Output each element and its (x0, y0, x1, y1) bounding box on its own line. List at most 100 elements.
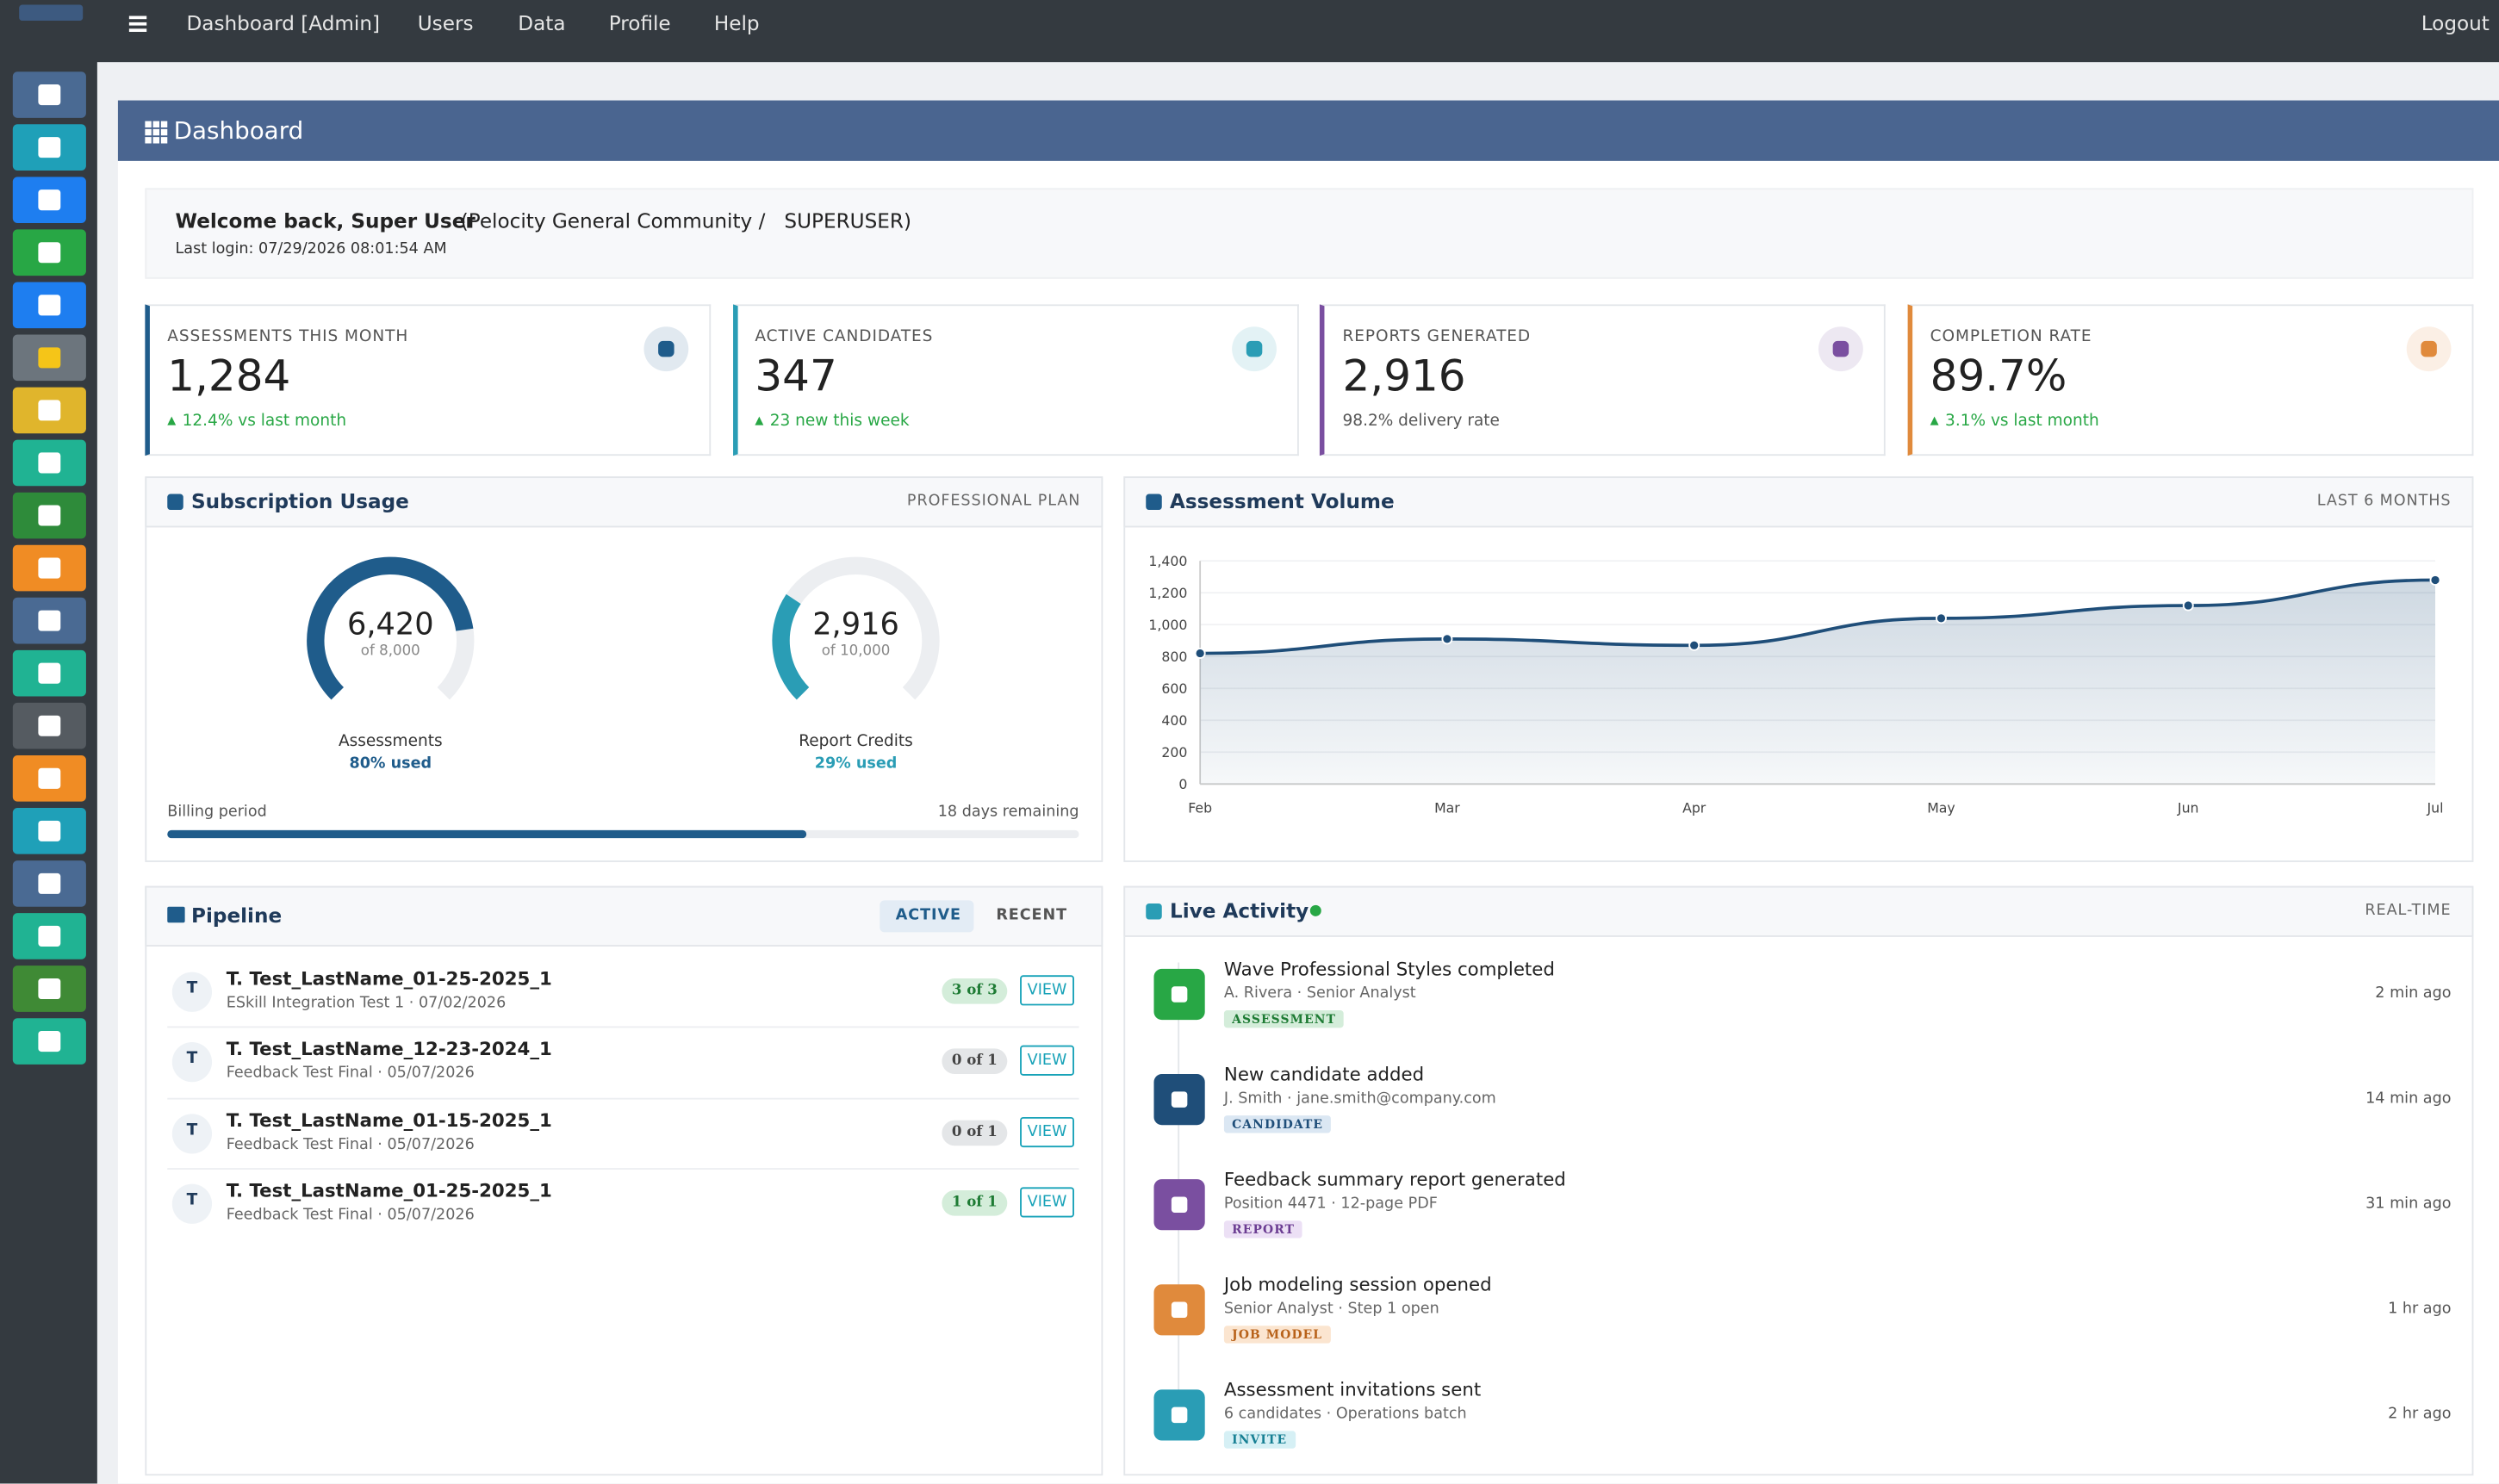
gauge-name: Assessments (339, 732, 443, 750)
avatar (171, 1183, 213, 1224)
point (1935, 612, 1947, 624)
point (1688, 639, 1700, 651)
sidebar-button[interactable] (12, 913, 86, 959)
panel-meta: REAL-TIME (2365, 902, 2452, 920)
panel-header (1123, 476, 2474, 528)
nav-link[interactable]: Data (518, 10, 566, 35)
sidebar-button[interactable] (12, 649, 86, 697)
area (1200, 580, 2435, 785)
sidebar-button[interactable] (12, 597, 86, 644)
view-button[interactable]: VIEW (1020, 975, 1074, 1006)
sidebar-button[interactable] (12, 282, 86, 329)
panel-icon (1146, 494, 1162, 511)
stat-delta: 23 new this week (755, 413, 910, 430)
row-name: T. Test_LastName_01-25-2025_1 (226, 1178, 552, 1201)
sidebar-icon (38, 84, 61, 106)
sidebar-button[interactable] (12, 702, 86, 749)
gauge-fill (307, 556, 474, 700)
stat-label: COMPLETION RATE (1930, 328, 2092, 346)
stat-value: 89.7% (1930, 351, 2067, 402)
sidebar-icon (38, 295, 61, 316)
activity-tag: JOB MODEL (1223, 1326, 1331, 1344)
point (1194, 648, 1206, 660)
stat-value: 2,916 (1342, 351, 1466, 402)
row-name: T. Test_LastName_01-15-2025_1 (226, 1108, 552, 1131)
nav-link[interactable]: Help (713, 10, 760, 35)
stat-icon-glyph (2421, 340, 2438, 357)
row-name: T. Test_LastName_01-25-2025_1 (226, 967, 552, 990)
y-tick-label: 0 (1178, 776, 1187, 792)
nav-link[interactable]: Users (417, 10, 474, 35)
logout-link[interactable]: Logout (2421, 10, 2490, 35)
sidebar-button[interactable] (12, 71, 86, 118)
status-badge: 1 of 1 (942, 1189, 1008, 1216)
point (2182, 599, 2194, 612)
activity-sub: A. Rivera · Senior Analyst (1223, 984, 1416, 1003)
activity-glyph (1171, 986, 1188, 1003)
x-tick-label: Jul (2427, 800, 2444, 817)
tab-active[interactable] (880, 900, 974, 933)
row-sub: Feedback Test Final · 05/07/2026 (226, 1206, 475, 1224)
sidebar-icon (38, 137, 61, 158)
sidebar-button[interactable] (12, 229, 86, 276)
row-divider (167, 1167, 1079, 1170)
grid-icon-cell (152, 128, 160, 136)
view-button[interactable]: VIEW (1020, 1046, 1074, 1077)
x-tick-label: Apr (1682, 800, 1706, 817)
panel (1123, 885, 2474, 1476)
activity-time: 1 hr ago (2388, 1300, 2452, 1319)
sidebar-button[interactable] (12, 177, 86, 224)
tab-label[interactable]: RECENT (996, 906, 1068, 925)
menu-toggle[interactable] (128, 16, 147, 34)
view-button[interactable]: VIEW (1020, 1116, 1074, 1147)
sidebar-button[interactable] (12, 492, 86, 539)
activity-tag: INVITE (1223, 1431, 1296, 1449)
panel-icon (167, 494, 183, 511)
sidebar-icon (38, 925, 61, 947)
sidebar-button[interactable] (12, 754, 86, 802)
nav-link[interactable]: Dashboard [Admin] (186, 10, 381, 35)
avatar-initial: T (186, 1050, 198, 1069)
row-sub: Feedback Test Final · 05/07/2026 (226, 1065, 475, 1083)
stat-delta: 3.1% vs last month (1930, 413, 2099, 430)
grid-icon-cell (160, 137, 168, 144)
sidebar-icon (38, 189, 61, 211)
y-tick-label: 1,400 (1148, 553, 1187, 569)
sidebar-button[interactable] (12, 966, 86, 1012)
sidebar-button[interactable] (12, 387, 86, 434)
avatar (171, 1113, 213, 1153)
stat-card (1907, 304, 2474, 456)
sidebar-button[interactable] (12, 124, 86, 171)
sidebar-icon (38, 872, 61, 894)
tab-label[interactable]: ACTIVE (895, 906, 961, 925)
activity-glyph (1171, 1301, 1188, 1319)
sidebar-icon (38, 557, 61, 579)
nav-link[interactable]: Profile (608, 10, 671, 35)
activity-time: 2 min ago (2375, 984, 2452, 1003)
sidebar-icon (38, 452, 61, 474)
row-sub: Feedback Test Final · 05/07/2026 (226, 1135, 475, 1153)
stat-icon-glyph (1833, 340, 1849, 357)
activity-sub: 6 candidates · Operations batch (1223, 1405, 1467, 1424)
panel-title: Assessment Volume (1169, 488, 1395, 513)
x-tick-label: Mar (1434, 800, 1460, 817)
stat-card (1320, 304, 1887, 456)
stat-delta: 98.2% delivery rate (1342, 413, 1500, 431)
stat-card (732, 304, 1299, 456)
sidebar-button[interactable] (12, 1018, 86, 1065)
sidebar-button[interactable] (12, 334, 86, 382)
status-badge: 3 of 3 (942, 978, 1008, 1004)
sidebar-button[interactable] (12, 439, 86, 487)
activity-title: Assessment invitations sent (1223, 1378, 1482, 1401)
stat-label: ASSESSMENTS THIS MONTH (167, 328, 409, 346)
menu-bar (128, 22, 147, 26)
sidebar-button[interactable] (12, 808, 86, 854)
grid-icon-cell (152, 121, 160, 128)
sidebar-button[interactable] (12, 860, 86, 907)
view-button[interactable]: VIEW (1020, 1187, 1074, 1218)
page-title: Dashboard (173, 116, 304, 146)
sidebar-button[interactable] (12, 544, 86, 592)
billing-fill (167, 829, 807, 839)
y-tick-label: 800 (1161, 649, 1187, 665)
